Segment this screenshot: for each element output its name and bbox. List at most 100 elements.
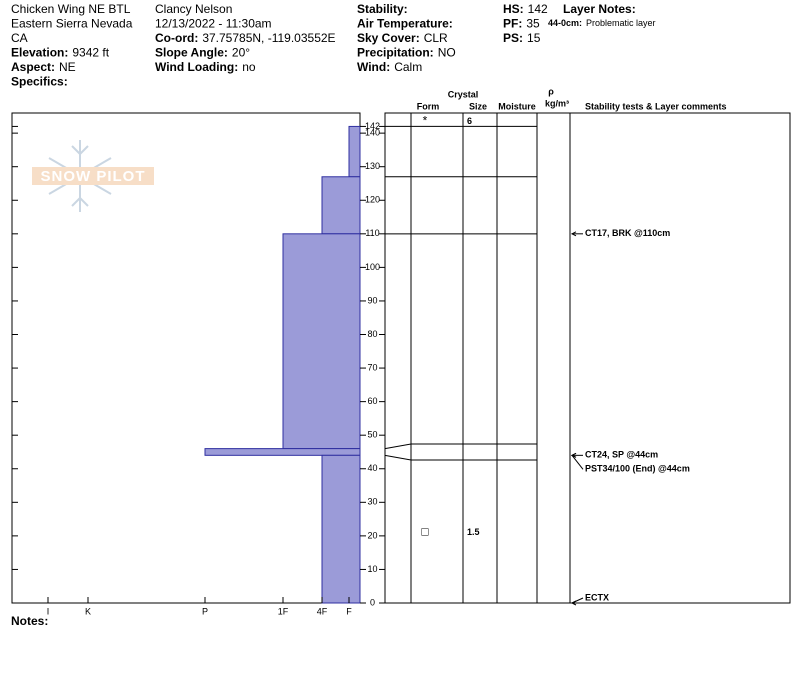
hardness-bar: [321, 454, 361, 604]
field-label: Slope Angle:: [155, 46, 228, 60]
y-tick-label: 20: [367, 530, 377, 540]
field-value: Chicken Wing NE BTL: [11, 2, 131, 16]
field-label: Specifics:: [11, 75, 68, 89]
logo-text: SNOW PILOT: [41, 168, 146, 185]
column-header: kg/m³: [545, 98, 569, 108]
hardness-bar: [204, 448, 361, 456]
field-value: CLR: [424, 31, 448, 45]
test-arrowhead: [570, 452, 577, 458]
grain-form: □: [421, 525, 428, 539]
y-tick-label: 140: [365, 128, 380, 138]
column-header: Size: [469, 101, 487, 111]
header-field: Precipitation: NO: [357, 46, 456, 60]
field-value: NO: [438, 46, 456, 60]
field-label: 44-0cm:: [548, 18, 582, 28]
test-label: CT17, BRK @110cm: [585, 228, 670, 238]
test-arrowhead: [570, 231, 577, 237]
column-header: Form: [417, 101, 440, 111]
header-field: Slope Angle: 20°: [155, 46, 250, 60]
hardness-bar: [282, 233, 361, 450]
header-field: Specifics:: [11, 75, 68, 89]
test-label: ECTX: [585, 592, 609, 602]
test-label: PST34/100 (End) @44cm: [585, 464, 690, 474]
column-header: Stability tests & Layer comments: [585, 101, 727, 111]
test-arrow: [571, 455, 584, 470]
grain-form: *: [423, 114, 428, 128]
y-tick-label: 40: [367, 463, 377, 473]
y-tick-label: 0: [370, 597, 375, 607]
field-value: CA: [11, 31, 28, 45]
field-value: Problematic layer: [586, 18, 656, 28]
field-value: 9342 ft: [72, 46, 109, 60]
field-label: Co-ord:: [155, 31, 198, 45]
y-tick-label: 80: [367, 329, 377, 339]
grain-size: 6: [467, 116, 472, 126]
field-label: PS:: [503, 31, 523, 45]
layer-boundary: [384, 443, 537, 450]
field-value: 142: [528, 2, 548, 16]
field-value: Calm: [394, 60, 422, 74]
column-header: Moisture: [498, 101, 536, 111]
grain-size: 1.5: [467, 527, 480, 537]
field-value: 12/13/2022 - 11:30am: [155, 17, 272, 31]
hardness-bar: [321, 176, 361, 235]
field-label: Wind:: [357, 60, 390, 74]
y-tick-label: 110: [365, 228, 379, 238]
field-label: Aspect:: [11, 60, 55, 74]
field-value: Eastern Sierra Nevada: [11, 17, 133, 31]
y-tick-label: 10: [367, 564, 377, 574]
field-value: 20°: [232, 46, 250, 60]
y-tick-label: 130: [365, 161, 380, 171]
field-label: Wind Loading:: [155, 60, 238, 74]
field-label: Stability:: [357, 2, 408, 16]
header-field: Aspect: NE: [11, 60, 76, 74]
field-value: 37.75785N, -119.03552E: [202, 31, 335, 45]
column-header: Crystal: [448, 89, 479, 99]
header-field: CA: [11, 31, 28, 45]
y-tick-label: 60: [367, 396, 377, 406]
column-header: ρ: [548, 86, 554, 96]
notes-label: Notes:: [11, 614, 48, 628]
layer-table-frame: [384, 112, 791, 604]
y-tick-label: 30: [367, 497, 377, 507]
field-label: Elevation:: [11, 46, 68, 60]
field-value: Clancy Nelson: [155, 2, 232, 16]
hardness-bar: [348, 125, 361, 178]
table-columns: [410, 113, 571, 603]
x-tick-label: 4F: [317, 606, 328, 616]
logo: SNOW PILOT: [32, 140, 154, 212]
field-value: NE: [59, 60, 76, 74]
header-field: Eastern Sierra Nevada: [11, 17, 133, 31]
test-arrowhead: [570, 600, 577, 606]
header-field: HS: 142: [503, 2, 548, 16]
y-tick-label: 100: [365, 262, 380, 272]
x-tick-label: I: [47, 606, 50, 616]
header-field: Clancy Nelson: [155, 2, 232, 16]
header-field: PS: 15: [503, 31, 541, 45]
y-tick-label: 120: [365, 195, 380, 205]
header-field: Wind Loading: no: [155, 60, 256, 74]
header-field: Co-ord: 37.75785N, -119.03552E: [155, 31, 336, 45]
field-value: no: [242, 60, 256, 74]
header-field: Elevation: 9342 ft: [11, 46, 110, 60]
x-tick-label: K: [85, 606, 91, 616]
field-label: Precipitation:: [357, 46, 434, 60]
header-field: Sky Cover: CLR: [357, 31, 448, 45]
field-label: Layer Notes:: [563, 2, 636, 16]
x-tick-label: P: [202, 606, 208, 616]
header-field: 12/13/2022 - 11:30am: [155, 17, 272, 31]
header-field: 44-0cm: Problematic layer: [548, 18, 656, 28]
x-tick-label: 1F: [278, 606, 289, 616]
header-field: Air Temperature:: [357, 17, 453, 31]
header-field: Wind: Calm: [357, 60, 422, 74]
y-tick-label: 70: [367, 362, 377, 372]
x-tick-label: F: [346, 606, 352, 616]
y-tick-label: 50: [367, 430, 377, 440]
layer-boundary: [384, 454, 537, 461]
field-label: Air Temperature:: [357, 17, 453, 31]
field-value: 35: [526, 17, 540, 31]
y-tick-label: 90: [367, 295, 377, 305]
field-label: Sky Cover:: [357, 31, 420, 45]
header-field: Chicken Wing NE BTL: [11, 2, 131, 16]
